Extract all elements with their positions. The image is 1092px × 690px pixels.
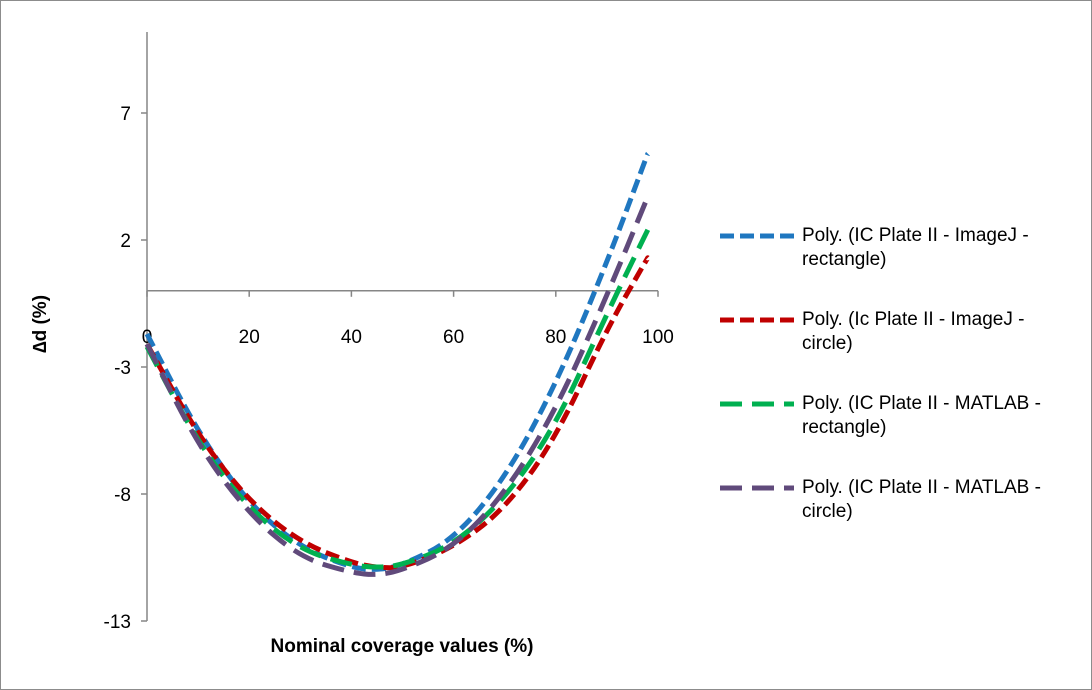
series-line	[144, 151, 651, 572]
legend: Poly. (IC Plate II - ImageJ - rectangle)…	[718, 224, 1058, 560]
y-axis-title: ∆d (%)	[30, 295, 51, 353]
x-tick-label: 40	[341, 327, 362, 348]
y-axis-line	[141, 32, 148, 622]
legend-label: Poly. (IC Plate II - MATLAB - circle)	[802, 477, 1041, 522]
legend-swatch	[720, 485, 794, 491]
legend-item: Poly. (Ic Plate II - ImageJ - circle)	[718, 308, 1058, 392]
series-line	[144, 255, 651, 571]
legend-label: Poly. (IC Plate II - MATLAB - rectangle)	[802, 393, 1041, 438]
x-axis-title: Nominal coverage values (%)	[271, 636, 534, 657]
y-tick-label: -3	[114, 358, 131, 379]
series-lines	[144, 151, 651, 577]
x-axis-line	[146, 290, 659, 297]
series-line	[144, 194, 651, 577]
x-tick-label: 80	[545, 327, 566, 348]
y-tick-label: -8	[114, 485, 131, 506]
y-tick-label: 7	[120, 104, 131, 125]
x-tick-label: 100	[642, 327, 674, 348]
y-tick-label: -13	[104, 612, 131, 633]
y-tick-label: 2	[120, 231, 131, 252]
legend-swatch	[720, 401, 794, 407]
legend-swatch	[720, 317, 794, 323]
legend-item: Poly. (IC Plate II - MATLAB - rectangle)	[718, 392, 1058, 476]
legend-item: Poly. (IC Plate II - ImageJ - rectangle)	[718, 224, 1058, 308]
legend-label: Poly. (Ic Plate II - ImageJ - circle)	[802, 309, 1025, 354]
legend-label: Poly. (IC Plate II - ImageJ - rectangle)	[802, 225, 1029, 270]
y-tick-labels: 7 2 -3 -8 -13	[104, 104, 131, 633]
legend-item: Poly. (IC Plate II - MATLAB - circle)	[718, 476, 1058, 560]
x-tick-label: 20	[239, 327, 260, 348]
legend-swatch	[720, 233, 794, 239]
x-tick-label: 60	[443, 327, 464, 348]
